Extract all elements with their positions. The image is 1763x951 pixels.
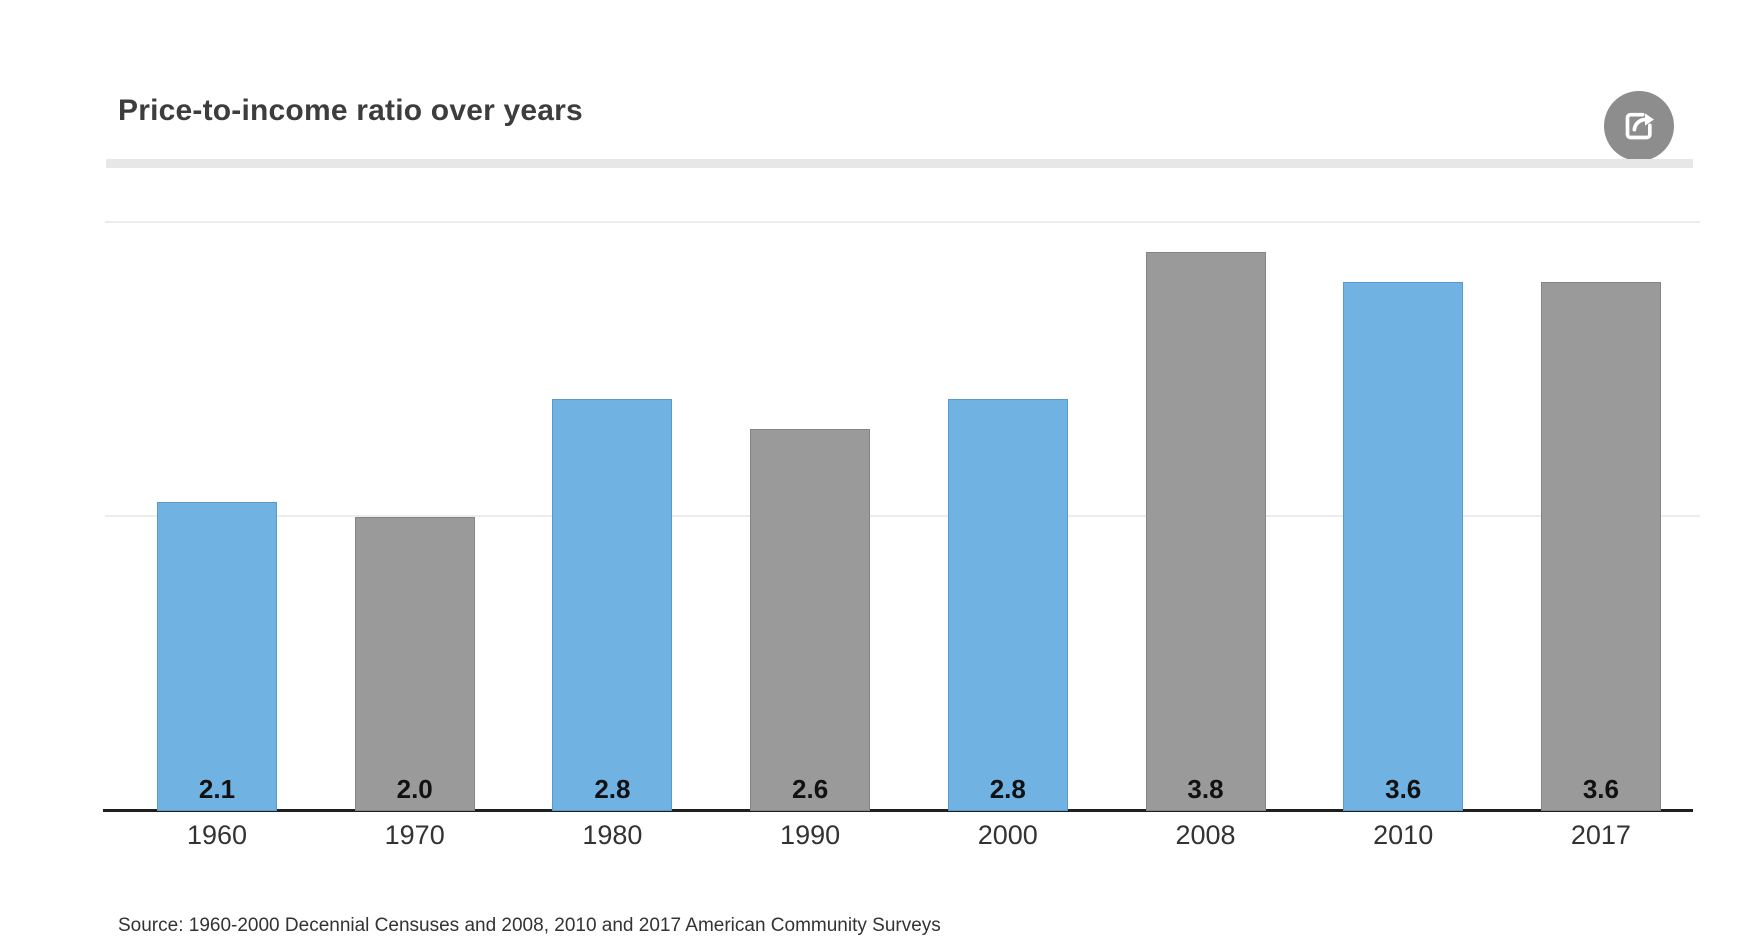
plot-area: 2.1 1960 2.0 1970 2.8 1980 2.6 1990 2.8 2000 3.8 20… xyxy=(103,180,1700,850)
share-icon xyxy=(1619,106,1659,146)
bar-value-label: 3.6 xyxy=(1385,774,1422,804)
bar-2008[interactable]: 3.8 xyxy=(1145,252,1266,811)
bar-value-label: 3.6 xyxy=(1582,774,1619,804)
bar-1980[interactable]: 2.8 xyxy=(552,399,673,811)
share-button[interactable] xyxy=(1604,91,1674,161)
x-axis-label-2008: 2008 xyxy=(1175,820,1236,850)
x-axis-label-2010: 2010 xyxy=(1373,820,1434,850)
bar-value-label: 2.1 xyxy=(198,774,236,804)
bar-2010[interactable]: 3.6 xyxy=(1343,281,1464,811)
x-axis-label-1970: 1970 xyxy=(384,820,445,850)
x-axis-line xyxy=(103,809,1693,812)
x-axis-label-1990: 1990 xyxy=(780,820,841,850)
bar-value-label: 2.8 xyxy=(989,774,1026,804)
x-axis-label-2017: 2017 xyxy=(1570,820,1631,850)
gridline-value-2 xyxy=(105,515,1700,517)
gridline-value-4 xyxy=(105,221,1700,223)
bar-1990[interactable]: 2.6 xyxy=(750,428,871,811)
bar-value-label: 2.8 xyxy=(594,774,631,804)
bar-2017[interactable]: 3.6 xyxy=(1540,281,1661,811)
bar-value-label: 3.8 xyxy=(1187,774,1224,804)
source-note: Source: 1960-2000 Decennial Censuses and… xyxy=(118,915,941,936)
bar-2000[interactable]: 2.8 xyxy=(947,399,1068,811)
bar-1970[interactable]: 2.0 xyxy=(354,517,475,811)
bar-value-label: 2.0 xyxy=(396,774,433,804)
bar-value-label: 2.6 xyxy=(792,774,829,804)
bar-1960[interactable]: 2.1 xyxy=(157,502,277,811)
x-axis-label-1960: 1960 xyxy=(186,820,248,850)
page-title: Price-to-income ratio over years xyxy=(118,94,583,127)
x-axis-label-1980: 1980 xyxy=(582,820,643,850)
x-axis-label-2000: 2000 xyxy=(977,820,1038,850)
title-divider xyxy=(106,159,1693,168)
